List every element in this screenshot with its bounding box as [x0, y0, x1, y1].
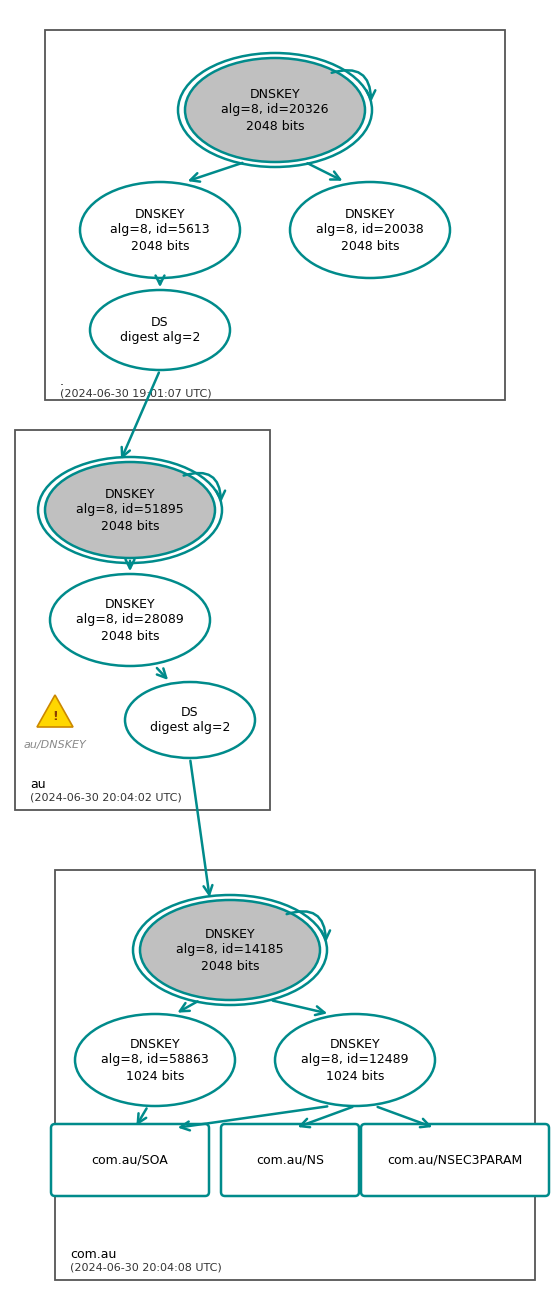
Ellipse shape	[140, 900, 320, 1000]
Text: DNSKEY
alg=8, id=20326
2048 bits: DNSKEY alg=8, id=20326 2048 bits	[221, 88, 329, 133]
Bar	[45, 30, 505, 400]
Text: DNSKEY
alg=8, id=20038
2048 bits: DNSKEY alg=8, id=20038 2048 bits	[316, 207, 424, 252]
Text: DNSKEY
alg=8, id=12489
1024 bits: DNSKEY alg=8, id=12489 1024 bits	[301, 1038, 409, 1082]
Text: .: .	[60, 375, 64, 388]
Ellipse shape	[185, 58, 365, 161]
Polygon shape	[37, 695, 73, 727]
FancyArrowPatch shape	[183, 472, 225, 500]
FancyBboxPatch shape	[51, 1124, 209, 1197]
Text: com.au/SOA: com.au/SOA	[92, 1153, 168, 1166]
Ellipse shape	[80, 182, 240, 278]
Text: au: au	[30, 778, 46, 791]
Ellipse shape	[125, 682, 255, 758]
FancyArrowPatch shape	[287, 912, 330, 939]
Text: com.au: com.au	[70, 1248, 116, 1261]
Ellipse shape	[90, 290, 230, 370]
Text: DS
digest alg=2: DS digest alg=2	[120, 315, 200, 345]
Text: DNSKEY
alg=8, id=58863
1024 bits: DNSKEY alg=8, id=58863 1024 bits	[101, 1038, 209, 1082]
Text: (2024-06-30 19:01:07 UTC): (2024-06-30 19:01:07 UTC)	[60, 388, 212, 398]
Ellipse shape	[290, 182, 450, 278]
Text: !: !	[52, 710, 58, 723]
FancyBboxPatch shape	[361, 1124, 549, 1197]
Text: (2024-06-30 20:04:02 UTC): (2024-06-30 20:04:02 UTC)	[30, 792, 182, 803]
Text: (2024-06-30 20:04:08 UTC): (2024-06-30 20:04:08 UTC)	[70, 1263, 222, 1273]
Ellipse shape	[75, 1014, 235, 1106]
Text: com.au/NS: com.au/NS	[256, 1153, 324, 1166]
Ellipse shape	[275, 1014, 435, 1106]
Text: DS
digest alg=2: DS digest alg=2	[150, 706, 230, 735]
FancyBboxPatch shape	[221, 1124, 359, 1197]
Ellipse shape	[45, 462, 215, 558]
Text: DNSKEY
alg=8, id=14185
2048 bits: DNSKEY alg=8, id=14185 2048 bits	[176, 928, 284, 972]
Text: DNSKEY
alg=8, id=51895
2048 bits: DNSKEY alg=8, id=51895 2048 bits	[76, 488, 184, 533]
Text: com.au/NSEC3PARAM: com.au/NSEC3PARAM	[388, 1153, 523, 1166]
Text: au/DNSKEY: au/DNSKEY	[23, 740, 86, 750]
Bar	[15, 430, 270, 810]
Ellipse shape	[50, 575, 210, 666]
Text: DNSKEY
alg=8, id=28089
2048 bits: DNSKEY alg=8, id=28089 2048 bits	[76, 597, 184, 643]
Text: DNSKEY
alg=8, id=5613
2048 bits: DNSKEY alg=8, id=5613 2048 bits	[110, 207, 210, 252]
Bar	[55, 870, 535, 1281]
FancyArrowPatch shape	[332, 71, 375, 100]
